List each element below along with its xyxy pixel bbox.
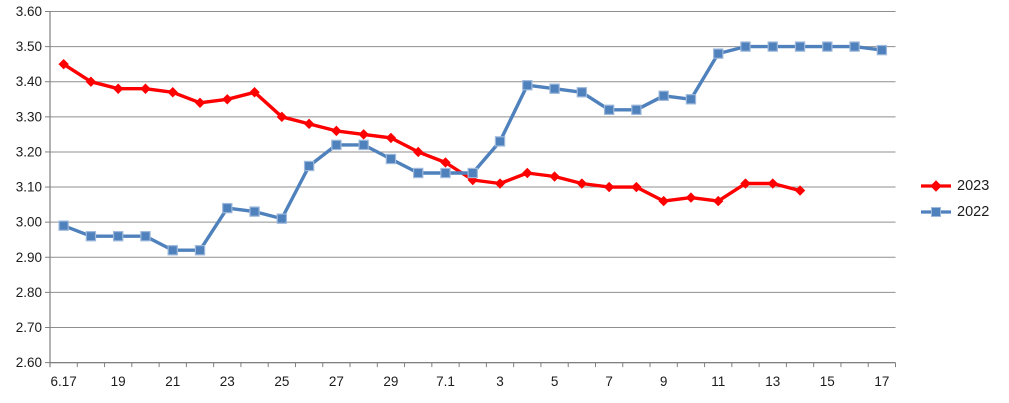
data-point-2023 [685,192,697,203]
x-axis-label: 23 [220,374,235,389]
data-point-2023 [194,97,206,108]
data-point-2022 [303,160,315,172]
y-axis-label: 3.60 [16,4,42,19]
y-axis-label: 3.20 [16,144,42,159]
data-point-2022 [713,48,724,59]
x-axis-label: 25 [274,374,289,389]
data-point-2022 [631,104,642,116]
data-point-2022 [140,231,151,242]
data-point-2022 [276,213,288,224]
data-point-2023 [494,178,506,189]
data-point-2023 [167,87,178,98]
x-axis-label: 17 [874,374,889,389]
data-point-2023 [603,181,615,193]
x-axis-label: 7.1 [436,374,455,389]
data-point-2022 [167,245,178,256]
series-line-2022 [61,44,884,252]
data-point-2022 [85,231,97,242]
data-point-2022 [685,94,697,105]
data-point-2022 [549,83,560,94]
data-point-2022 [876,44,888,56]
x-axis-label: 9 [660,374,668,389]
data-point-2022 [522,80,533,91]
data-point-2023 [440,157,451,168]
x-axis-label: 19 [111,374,126,389]
data-point-2023 [658,195,669,207]
data-point-2023 [713,195,724,207]
data-point-2023 [358,129,369,140]
x-axis-label: 15 [820,374,835,389]
data-point-2022 [249,206,260,217]
y-axis-label: 3.40 [16,74,42,89]
legend-label-2022: 2022 [957,203,990,220]
data-point-2023 [58,58,69,70]
data-point-2022 [385,153,397,165]
y-axis-label: 3.10 [16,180,42,195]
data-point-2022 [467,167,478,179]
data-point-2022 [576,87,588,98]
data-point-2022 [849,41,860,52]
data-point-2023 [112,83,124,94]
data-point-2023 [522,167,533,179]
x-axis-label: 7 [605,374,613,389]
data-point-2023 [249,87,260,98]
data-point-2023 [303,118,315,130]
data-point-2022 [822,41,833,52]
y-axis-label: 2.70 [16,320,42,335]
x-axis-label: 5 [551,374,559,389]
data-point-2023 [740,178,751,189]
data-point-2022 [740,41,751,52]
series-line-2023 [61,62,802,203]
chart-legend: 2023 2022 [920,176,989,222]
x-axis-label: 13 [765,374,780,389]
data-point-2023 [549,171,560,182]
data-point-2022 [794,41,806,52]
x-axis-label: 29 [383,374,398,389]
data-point-2022 [112,231,124,242]
y-axis-label: 2.90 [16,250,42,265]
x-axis-label: 27 [329,374,344,389]
y-axis-label: 3.50 [16,39,42,54]
data-point-2022 [658,90,669,101]
legend-marker-2023-icon [921,180,951,192]
data-point-2022 [58,220,69,231]
data-point-2022 [413,167,424,179]
data-point-2023 [140,83,151,94]
data-point-2023 [276,111,288,123]
data-point-2022 [331,139,342,151]
legend-label-2023: 2023 [957,177,990,194]
legend-item-2022: 2022 [920,202,989,222]
x-axis-label: 6.17 [50,374,76,389]
data-point-2022 [194,245,206,256]
y-axis-label: 3.00 [16,215,42,230]
data-point-2022 [603,104,615,116]
data-point-2022 [767,41,778,52]
data-point-2023 [85,76,97,87]
legend-item-2023: 2023 [920,176,989,196]
y-axis-label: 3.30 [16,109,42,124]
legend-marker-2022-icon [921,207,951,217]
data-point-2022 [494,136,506,147]
data-point-2023 [576,178,588,189]
x-axis-label: 21 [165,374,180,389]
data-point-2022 [222,202,233,214]
data-point-2023 [767,178,778,189]
x-axis-label: 3 [496,374,504,389]
x-axis-label: 11 [711,374,725,389]
data-point-2023 [222,94,233,105]
data-point-2023 [385,132,397,144]
data-point-2023 [413,146,424,158]
data-point-2023 [331,125,342,137]
data-point-2023 [631,181,642,193]
data-point-2022 [440,167,451,179]
data-point-2023 [794,185,806,196]
data-point-2022 [358,139,369,151]
y-axis-label: 2.80 [16,285,42,300]
y-axis-label: 2.60 [16,355,42,370]
